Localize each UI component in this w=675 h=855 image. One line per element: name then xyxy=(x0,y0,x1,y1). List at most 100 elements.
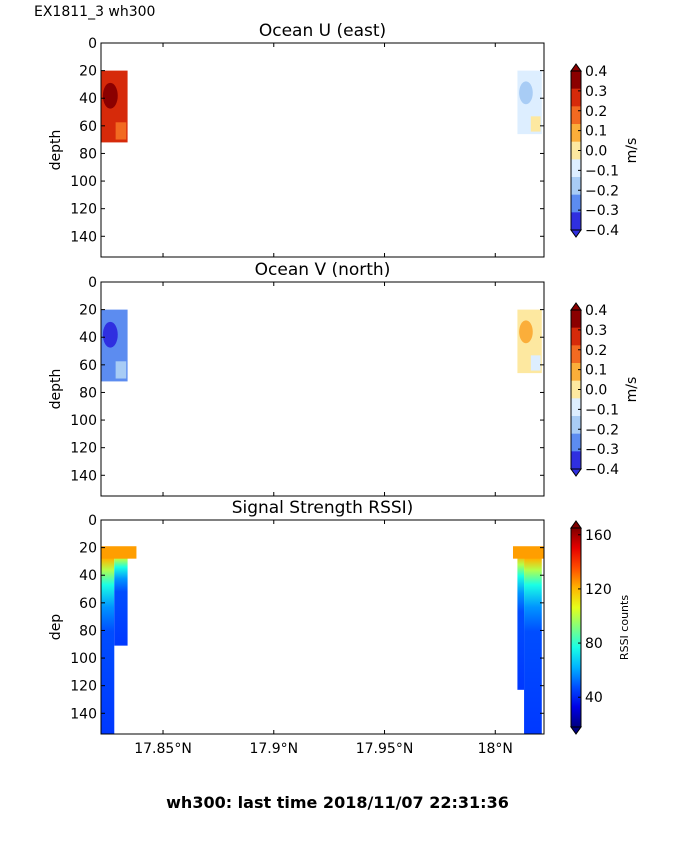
panel3-colorbar-tick-label: 80 xyxy=(585,636,603,652)
panel2-ytick-label: 120 xyxy=(70,441,97,457)
panel3-ytick-label: 40 xyxy=(79,568,97,584)
panel3-rssi-profile xyxy=(114,547,128,646)
panel1-colorbar-arrow-top xyxy=(570,63,582,72)
panel2-colorbar-tick-label: 0.3 xyxy=(585,323,607,339)
panel3-xtick-label: 17.9°N xyxy=(249,741,298,757)
panel1-ytick-label: 40 xyxy=(79,91,97,107)
panel2-colorbar-segment xyxy=(571,416,581,435)
panel2-ytick-label: 80 xyxy=(79,385,97,401)
panel1-colorbar-tick-label: 0.1 xyxy=(585,124,607,140)
panel2-colorbar-tick-label: 0.2 xyxy=(585,343,607,359)
panel3-xtick-label: 18°N xyxy=(478,741,513,757)
panel2-colorbar-tick-label: −0.2 xyxy=(585,422,619,438)
panel3-ytick-label: 0 xyxy=(88,513,97,529)
panel1-ytick-label: 20 xyxy=(79,64,97,80)
panel1-ytick-label: 60 xyxy=(79,119,97,135)
panel1-ytick-label: 80 xyxy=(79,146,97,162)
panel1-colorbar-segment xyxy=(571,71,581,90)
panel3-colorbar-tick-label: 160 xyxy=(585,528,612,544)
panel1-data-patch xyxy=(115,122,127,140)
panel1-title: Ocean U (east) xyxy=(259,21,386,41)
panel2-colorbar-tick-label: 0.1 xyxy=(585,363,607,379)
panel2-data-patch xyxy=(530,355,541,371)
panel3-colorbar-label: RSSI counts xyxy=(618,595,631,660)
panel2-title: Ocean V (north) xyxy=(255,260,391,280)
panel3-ytick-label: 100 xyxy=(70,651,97,667)
panel3-colorbar-arrow-bottom xyxy=(570,726,582,735)
panel2-ylabel: depth xyxy=(48,369,64,410)
panel3-rssi-profile xyxy=(524,547,542,734)
panel1-colorbar-tick-label: −0.4 xyxy=(585,223,619,239)
panel2-colorbar-segment xyxy=(571,363,581,382)
panel1-colorbar-segment xyxy=(571,124,581,143)
panel3-rssi-cap xyxy=(101,546,137,559)
panel2-data-patch xyxy=(115,361,127,379)
panel3-ylabel: dep xyxy=(48,614,64,641)
panel2-ytick-label: 40 xyxy=(79,330,97,346)
panel2-colorbar-segment xyxy=(571,451,581,470)
panel3-xtick-label: 17.85°N xyxy=(134,741,192,757)
panel2-data-patch xyxy=(519,320,533,344)
panel3-colorbar-tick-label: 40 xyxy=(585,690,603,706)
panel2-colorbar-arrow-top xyxy=(570,302,582,311)
panel3-rssi-profile xyxy=(101,547,115,734)
panel1-colorbar-segment xyxy=(571,177,581,196)
panel1-colorbar-tick-label: −0.1 xyxy=(585,163,619,179)
panel3-rssi-profile xyxy=(517,547,525,690)
panel2-ytick-label: 60 xyxy=(79,358,97,374)
panel2-colorbar-segment xyxy=(571,398,581,417)
panel3-xtick-label: 17.95°N xyxy=(356,741,414,757)
panel2-ytick-label: 0 xyxy=(88,275,97,291)
panel2-colorbar-segment xyxy=(571,310,581,329)
panel2-axes-frame xyxy=(100,281,545,497)
panel2-colorbar-tick-label: 0.4 xyxy=(585,303,607,319)
panel1-ytick-label: 0 xyxy=(88,36,97,52)
panel1-colorbar-segment xyxy=(571,106,581,125)
panel2-colorbar-arrow-bottom xyxy=(570,468,582,477)
panel1-colorbar-tick-label: 0.2 xyxy=(585,104,607,120)
panel1-ytick-label: 100 xyxy=(70,174,97,190)
panel2-colorbar-segment xyxy=(571,433,581,452)
panel1-colorbar-segment xyxy=(571,159,581,178)
panel1-colorbar-segment xyxy=(571,194,581,213)
footer-status: wh300: last time 2018/11/07 22:31:36 xyxy=(166,793,509,812)
panel1-colorbar-segment xyxy=(571,212,581,231)
panel1-data-patch xyxy=(519,81,533,105)
panel2-colorbar-tick-label: −0.1 xyxy=(585,402,619,418)
panel1-colorbar-label: m/s xyxy=(624,138,640,164)
panel2-ytick-label: 20 xyxy=(79,303,97,319)
panel1-axes-frame xyxy=(100,42,545,258)
panel2-colorbar-segment xyxy=(571,345,581,364)
panel1-colorbar-arrow-bottom xyxy=(570,229,582,238)
panel1-colorbar-tick-label: 0.3 xyxy=(585,84,607,100)
figure-label: EX1811_3 wh300 xyxy=(34,4,156,20)
panel1-data-patch xyxy=(530,116,541,132)
panel2-data-patch xyxy=(102,321,118,348)
panel1-colorbar-tick-label: −0.3 xyxy=(585,203,619,219)
panel1-colorbar-segment xyxy=(571,88,581,107)
panel2-colorbar-segment xyxy=(571,327,581,346)
panel1-colorbar-tick-label: 0.0 xyxy=(585,144,607,160)
panel3-ytick-label: 80 xyxy=(79,623,97,639)
panel3-colorbar-arrow-top xyxy=(570,520,582,529)
panel3-ytick-label: 140 xyxy=(70,706,97,722)
panel1-colorbar-tick-label: 0.4 xyxy=(585,64,607,80)
panel2-colorbar-tick-label: −0.4 xyxy=(585,462,619,478)
panel2-ytick-label: 100 xyxy=(70,413,97,429)
panel2-colorbar-tick-label: 0.0 xyxy=(585,383,607,399)
panel2-colorbar-segment xyxy=(571,380,581,399)
panel1-ylabel: depth xyxy=(48,130,64,171)
panel3-rssi-cap xyxy=(512,546,544,559)
panel3-ytick-label: 20 xyxy=(79,541,97,557)
panel3-ytick-label: 120 xyxy=(70,679,97,695)
panel1-colorbar-segment xyxy=(571,141,581,160)
panel2-colorbar-tick-label: −0.3 xyxy=(585,442,619,458)
panel3-axes-frame xyxy=(100,519,545,735)
panel1-ytick-label: 120 xyxy=(70,202,97,218)
panel2-ytick-label: 140 xyxy=(70,468,97,484)
panel1-colorbar-tick-label: −0.2 xyxy=(585,183,619,199)
panel3-colorbar-tick-label: 120 xyxy=(585,582,612,598)
panel1-data-patch xyxy=(102,82,118,109)
panel3-title: Signal Strength RSSI) xyxy=(232,498,414,518)
